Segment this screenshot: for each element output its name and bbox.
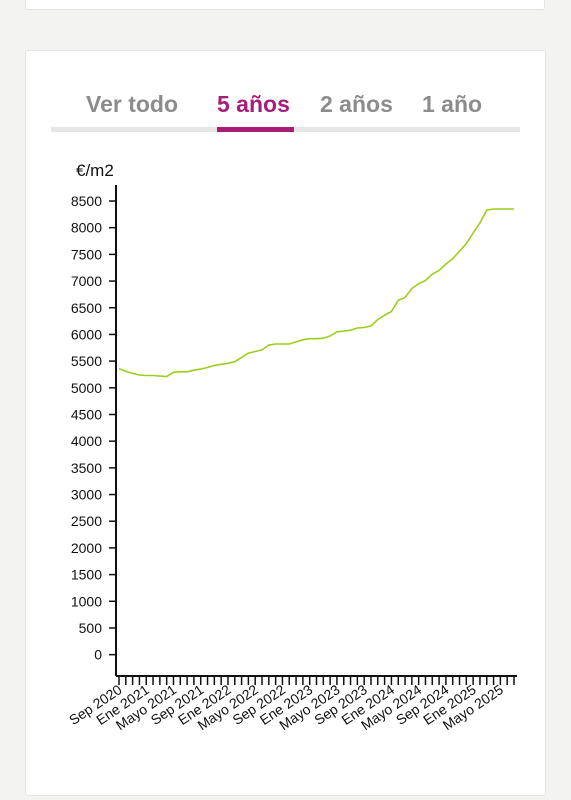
tab-5-anos[interactable]: 5 años xyxy=(217,91,290,117)
price-line-chart: €/m2 0 500 1000 1500 2000 2500 3000 3500 4000 450… xyxy=(66,161,517,733)
y-tick-label: 7000 xyxy=(71,273,102,289)
y-tick-label: 5500 xyxy=(71,353,102,369)
y-tick-label: 500 xyxy=(79,620,103,636)
tab-2-anos[interactable]: 2 años xyxy=(320,91,393,117)
previous-card xyxy=(25,0,545,10)
y-tick-label: 4000 xyxy=(71,433,102,449)
period-tabs: Ver todo 5 años 2 años 1 año xyxy=(51,86,520,132)
series-line xyxy=(118,208,514,378)
tab-ver-todo[interactable]: Ver todo xyxy=(86,91,179,117)
tab-1-ano[interactable]: 1 año xyxy=(422,91,483,117)
y-tick-label: 8500 xyxy=(71,193,102,209)
y-tick-label: 3500 xyxy=(71,460,102,476)
y-tick-label: 7500 xyxy=(71,246,102,262)
y-tick-label: 3000 xyxy=(71,487,102,503)
y-axis-ticks: 0 500 1000 1500 2000 2500 3000 3500 4000 4500 5000… xyxy=(71,193,116,663)
y-tick-label: 1000 xyxy=(71,593,102,609)
y-tick-label: 4500 xyxy=(71,406,102,422)
y-tick-label: 6500 xyxy=(71,300,102,316)
y-tick-label: 8000 xyxy=(71,220,102,236)
price-chart-card xyxy=(25,50,546,796)
y-tick-label: 5000 xyxy=(71,380,102,396)
y-tick-label: 6000 xyxy=(71,326,102,342)
chart-axes xyxy=(115,185,517,677)
y-axis-unit-label: €/m2 xyxy=(76,161,114,180)
y-tick-label: 1500 xyxy=(71,567,102,583)
y-tick-label: 0 xyxy=(94,647,102,663)
series-layer xyxy=(118,208,514,378)
y-tick-label: 2500 xyxy=(71,513,102,529)
y-tick-label: 2000 xyxy=(71,540,102,556)
active-tab-underline xyxy=(217,127,294,132)
